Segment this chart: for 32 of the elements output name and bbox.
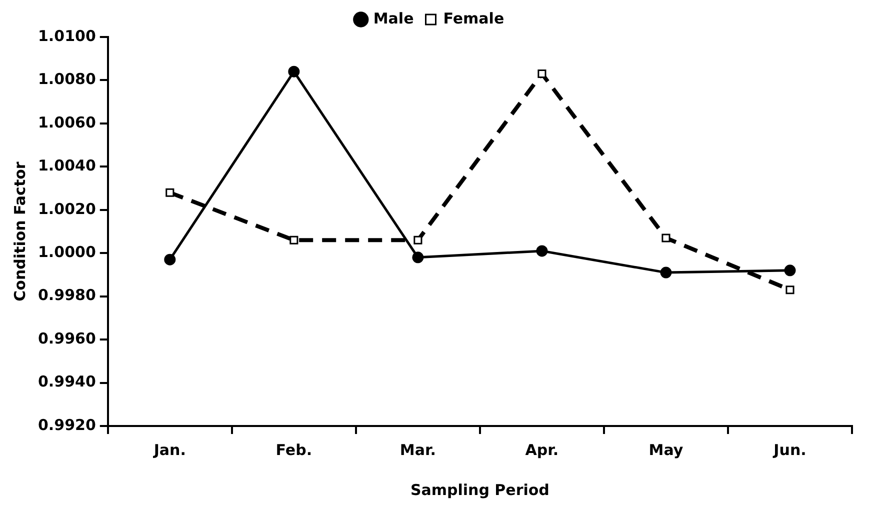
x-tick-label: Jan. bbox=[152, 440, 186, 459]
point bbox=[412, 252, 424, 264]
y-axis-title: Condition Factor bbox=[10, 161, 29, 302]
legend-label: Male bbox=[373, 9, 414, 28]
point bbox=[536, 245, 548, 257]
y-tick-label: 1.0020 bbox=[38, 200, 96, 218]
point bbox=[662, 234, 670, 242]
point bbox=[288, 66, 300, 78]
x-axis-title: Sampling Period bbox=[410, 480, 550, 499]
point bbox=[414, 236, 422, 244]
y-tick-label: 0.9940 bbox=[38, 372, 96, 391]
y-tick-label: 0.9980 bbox=[38, 286, 96, 304]
y-tick-label: 0.9960 bbox=[38, 329, 96, 348]
point bbox=[166, 188, 174, 197]
y-tick-label: 1.0000 bbox=[38, 243, 96, 261]
y-tick-label: 0.9920 bbox=[38, 416, 96, 434]
point bbox=[660, 266, 672, 278]
y-tick-label: 1.0060 bbox=[38, 113, 96, 132]
y-tick-label: 1.0040 bbox=[38, 156, 96, 175]
y-tick-label: 1.0080 bbox=[38, 70, 96, 88]
point bbox=[164, 254, 176, 266]
legend-label: Female bbox=[443, 9, 504, 28]
y-tick-label: 1.0100 bbox=[38, 26, 96, 45]
x-tick-label: Apr. bbox=[525, 440, 559, 459]
x-tick-label: May bbox=[648, 440, 684, 459]
x-tick-label: Jun. bbox=[772, 440, 806, 459]
point bbox=[290, 236, 298, 244]
x-tick-label: Mar. bbox=[400, 440, 436, 459]
x-tick-label: Feb. bbox=[276, 440, 312, 459]
point bbox=[786, 286, 794, 294]
point bbox=[538, 69, 546, 78]
point bbox=[784, 264, 796, 276]
